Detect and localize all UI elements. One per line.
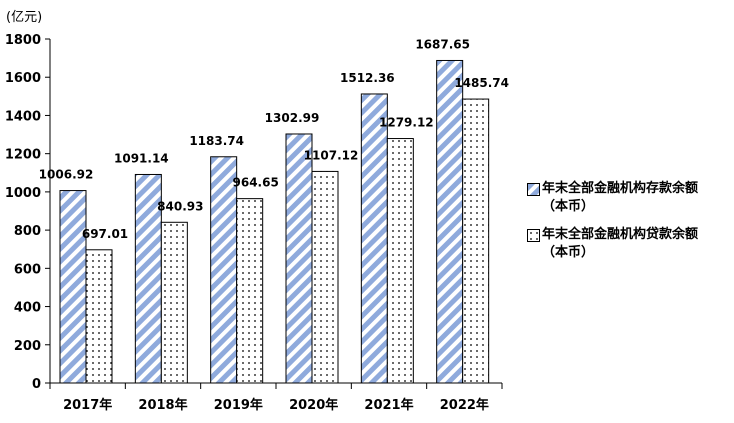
- x-tick-label: 2019年: [214, 397, 263, 413]
- data-label: 1687.65: [415, 37, 470, 51]
- legend-swatch-deposits: [527, 183, 540, 196]
- legend-label-deposits-line2: （本币）: [542, 199, 595, 214]
- data-label: 1302.99: [265, 111, 320, 125]
- y-tick-label: 1600: [5, 71, 41, 86]
- bar-deposits: [285, 133, 313, 384]
- legend-swatch-loans: [527, 229, 540, 242]
- bar-deposits: [59, 190, 87, 384]
- legend-label-loans-line2: （本币）: [542, 245, 595, 260]
- x-tick-label: 2022年: [440, 397, 489, 413]
- x-tick-label: 2021年: [364, 397, 413, 413]
- legend-item-deposits: 年末全部金融机构存款余额 （本币）: [527, 180, 727, 216]
- data-label: 1512.36: [340, 71, 395, 85]
- bar-loans: [85, 249, 113, 384]
- data-labels-group: 1006.92 1091.14 1183.74 1302.99 1512.36 1687.…: [39, 37, 509, 240]
- data-label: 840.93: [157, 199, 203, 213]
- data-label: 1006.92: [39, 168, 94, 182]
- y-tick-label: 0: [32, 377, 41, 392]
- bar-deposits: [210, 156, 238, 384]
- y-tick-label: 1400: [5, 109, 41, 124]
- bar-deposits: [360, 93, 388, 384]
- data-label: 1091.14: [114, 151, 169, 165]
- bar-loans: [386, 138, 414, 384]
- y-tick-label: 400: [14, 301, 41, 316]
- y-tick-label: 1000: [5, 186, 41, 201]
- x-tick-label: 2018年: [138, 397, 187, 413]
- y-axis-unit-label: (亿元): [6, 10, 43, 25]
- data-label: 964.65: [233, 176, 279, 190]
- legend: 年末全部金融机构存款余额 （本币） 年末全部金融机构贷款余额 （本币）: [527, 180, 727, 272]
- bars-group: [59, 59, 490, 384]
- y-tick-label: 1800: [5, 33, 41, 48]
- bar-loans: [311, 170, 339, 384]
- x-tick-label: 2017年: [63, 397, 112, 413]
- bar-loans: [236, 198, 264, 384]
- bar-loans: [462, 98, 490, 384]
- axes: 0 200 400 600 800 1000 1200 1400 1600 1800 2017年 20…: [5, 33, 503, 413]
- legend-item-loans: 年末全部金融机构贷款余额 （本币）: [527, 226, 727, 262]
- data-label: 1183.74: [189, 134, 244, 148]
- y-tick-label: 200: [14, 339, 41, 354]
- data-label: 697.01: [82, 227, 128, 241]
- x-tick-label: 2020年: [289, 397, 338, 413]
- bar-deposits: [436, 59, 464, 384]
- data-label: 1107.12: [304, 148, 359, 162]
- legend-label-loans-line1: 年末全部金融机构贷款余额: [542, 227, 699, 242]
- legend-label-deposits-line1: 年末全部金融机构存款余额: [542, 181, 699, 196]
- bar-deposits: [134, 173, 162, 384]
- y-tick-label: 1200: [5, 148, 41, 163]
- data-label: 1485.74: [454, 76, 509, 90]
- bar-loans: [160, 221, 188, 384]
- y-tick-label: 800: [14, 224, 41, 239]
- data-label: 1279.12: [379, 116, 434, 130]
- y-tick-label: 600: [14, 262, 41, 277]
